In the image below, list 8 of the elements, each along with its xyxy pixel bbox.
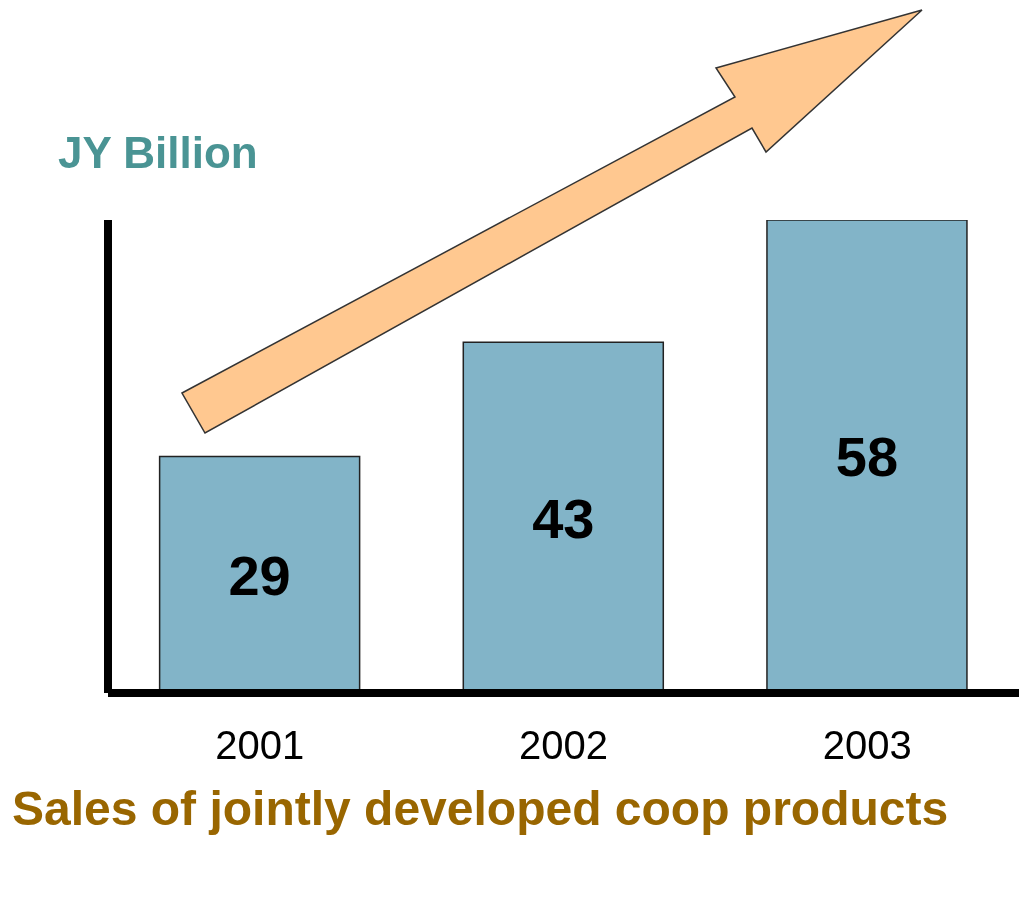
text: Sales of jointly developed coop products <box>11 781 950 837</box>
data-label: 58 <box>835 425 899 489</box>
x-tick-label: 2002 <box>519 723 608 768</box>
data-label: 29 <box>228 543 291 607</box>
x-tick-label: 2001 <box>215 723 305 768</box>
x-tick-label: 2003 <box>822 723 912 768</box>
y-axis-title: JY Billion <box>58 128 258 178</box>
data-label: 43 <box>532 486 595 550</box>
